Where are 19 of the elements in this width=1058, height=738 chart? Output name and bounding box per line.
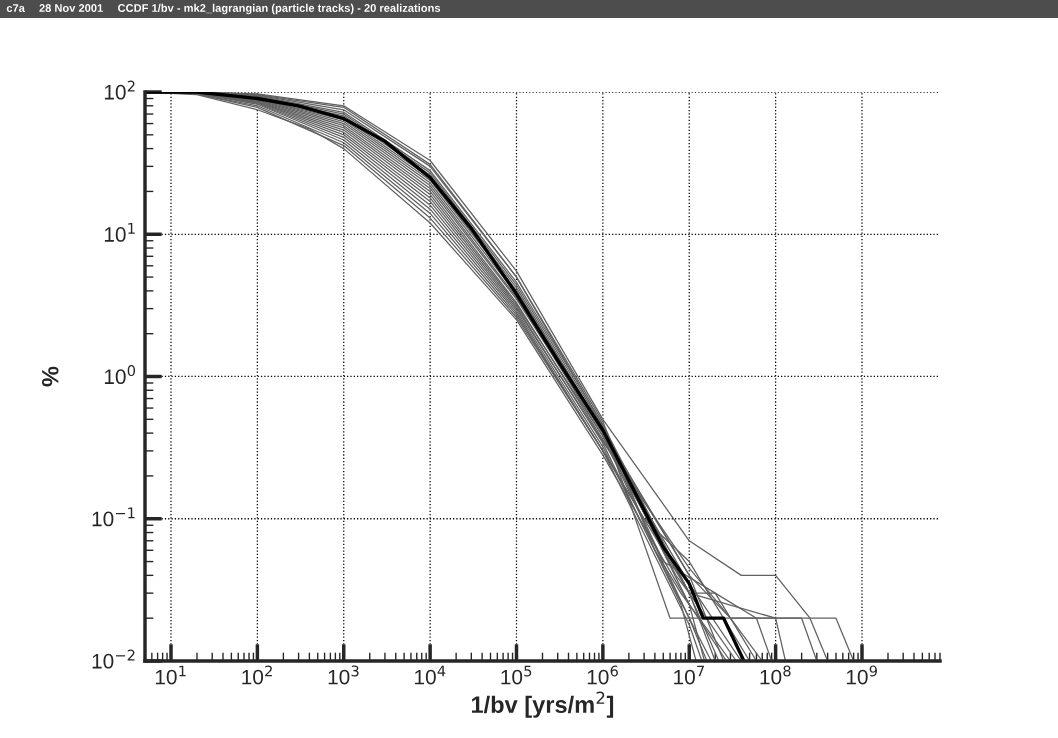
- x-tick-label: 10$^{3}$: [328, 665, 359, 685]
- x-tick-label: 10$^{6}$: [587, 665, 618, 685]
- y-tick-label: 10$^{2}$: [104, 80, 135, 100]
- y-tick-label: 10$^{1}$: [104, 223, 135, 242]
- text: c7a: [6, 4, 25, 12]
- y-tick-label: 10$^{−2}$: [92, 649, 135, 669]
- x-tick-label: 10$^{1}$: [155, 665, 186, 685]
- x-axis-title: 1/bv [yrs/m$^{2}$]: [471, 691, 614, 718]
- y-axis-title: %: [41, 366, 59, 387]
- x-tick-label: 10$^{5}$: [501, 665, 532, 685]
- x-tick-label: 10$^{2}$: [242, 665, 272, 685]
- x-tick-label: 10$^{8}$: [760, 665, 791, 685]
- chart-title: CCDF 1/bv - mk2_lagrangian (particle tracks) - 20 realizations: [118, 3, 441, 15]
- x-tick-label: 10$^{9}$: [846, 665, 877, 685]
- y-tick-label: 10$^{0}$: [104, 365, 136, 385]
- x-tick-label: 10$^{7}$: [674, 665, 704, 685]
- y-tick-label: 10$^{−1}$: [92, 507, 135, 527]
- x-tick-label: 10$^{4}$: [415, 665, 446, 685]
- text: 28 Nov 2001: [39, 4, 103, 12]
